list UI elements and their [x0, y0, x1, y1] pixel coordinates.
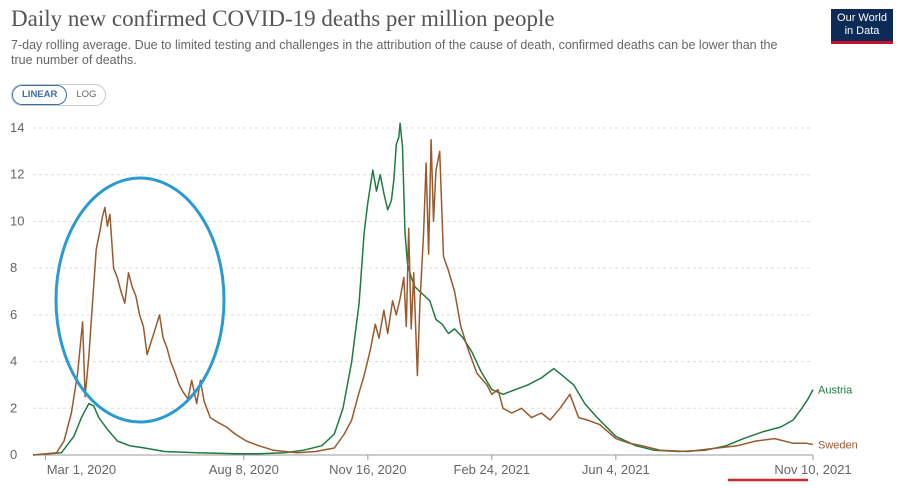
logo-line-2: in Data	[844, 25, 880, 37]
x-tick-label: Nov 16, 2020	[329, 462, 406, 477]
series-lines	[32, 122, 814, 456]
y-tick-label: 14	[10, 120, 24, 135]
x-tick-label: Aug 8, 2020	[209, 462, 279, 477]
y-tick-label: 4	[10, 354, 17, 369]
x-tick-label: Jun 4, 2021	[582, 462, 650, 477]
chart-title: Daily new confirmed COVID-19 deaths per …	[11, 6, 555, 31]
linear-scale-button[interactable]: LINEAR	[12, 85, 68, 105]
series-line-austria	[32, 122, 814, 456]
x-tick-label: Mar 1, 2020	[47, 462, 116, 477]
scale-toggle[interactable]: LINEAR LOG	[11, 84, 107, 106]
owid-logo[interactable]: Our World in Data	[831, 9, 893, 44]
gridlines	[33, 127, 813, 456]
y-tick-label: 8	[10, 260, 17, 275]
series-labels: Austria Sweden	[818, 385, 858, 452]
series-label-sweden: Sweden	[818, 439, 858, 451]
y-tick-label: 12	[10, 167, 24, 182]
log-scale-button[interactable]: LOG	[76, 89, 97, 100]
annotations	[54, 176, 808, 482]
logo-line-1: Our World	[837, 12, 887, 24]
chart-subtitle: 7-day rolling average. Due to limited te…	[11, 38, 778, 67]
y-tick-label: 0	[10, 447, 17, 462]
x-tick-label: Nov 10, 2021	[774, 462, 851, 477]
y-tick-label: 6	[10, 307, 17, 322]
logo-accent-bar	[831, 41, 893, 44]
series-label-austria: Austria	[818, 385, 853, 397]
x-tick-label: Feb 24, 2021	[454, 462, 531, 477]
y-tick-label: 2	[10, 400, 17, 415]
y-axis-ticks: 0 2 4 6 8 10 12 14	[10, 120, 24, 462]
x-axis-ticks: Mar 1, 2020 Aug 8, 2020 Nov 16, 2020 Feb 24…	[44, 455, 852, 477]
annotation-circle	[54, 176, 226, 424]
y-tick-label: 10	[10, 213, 24, 228]
series-line-sweden	[32, 138, 814, 456]
